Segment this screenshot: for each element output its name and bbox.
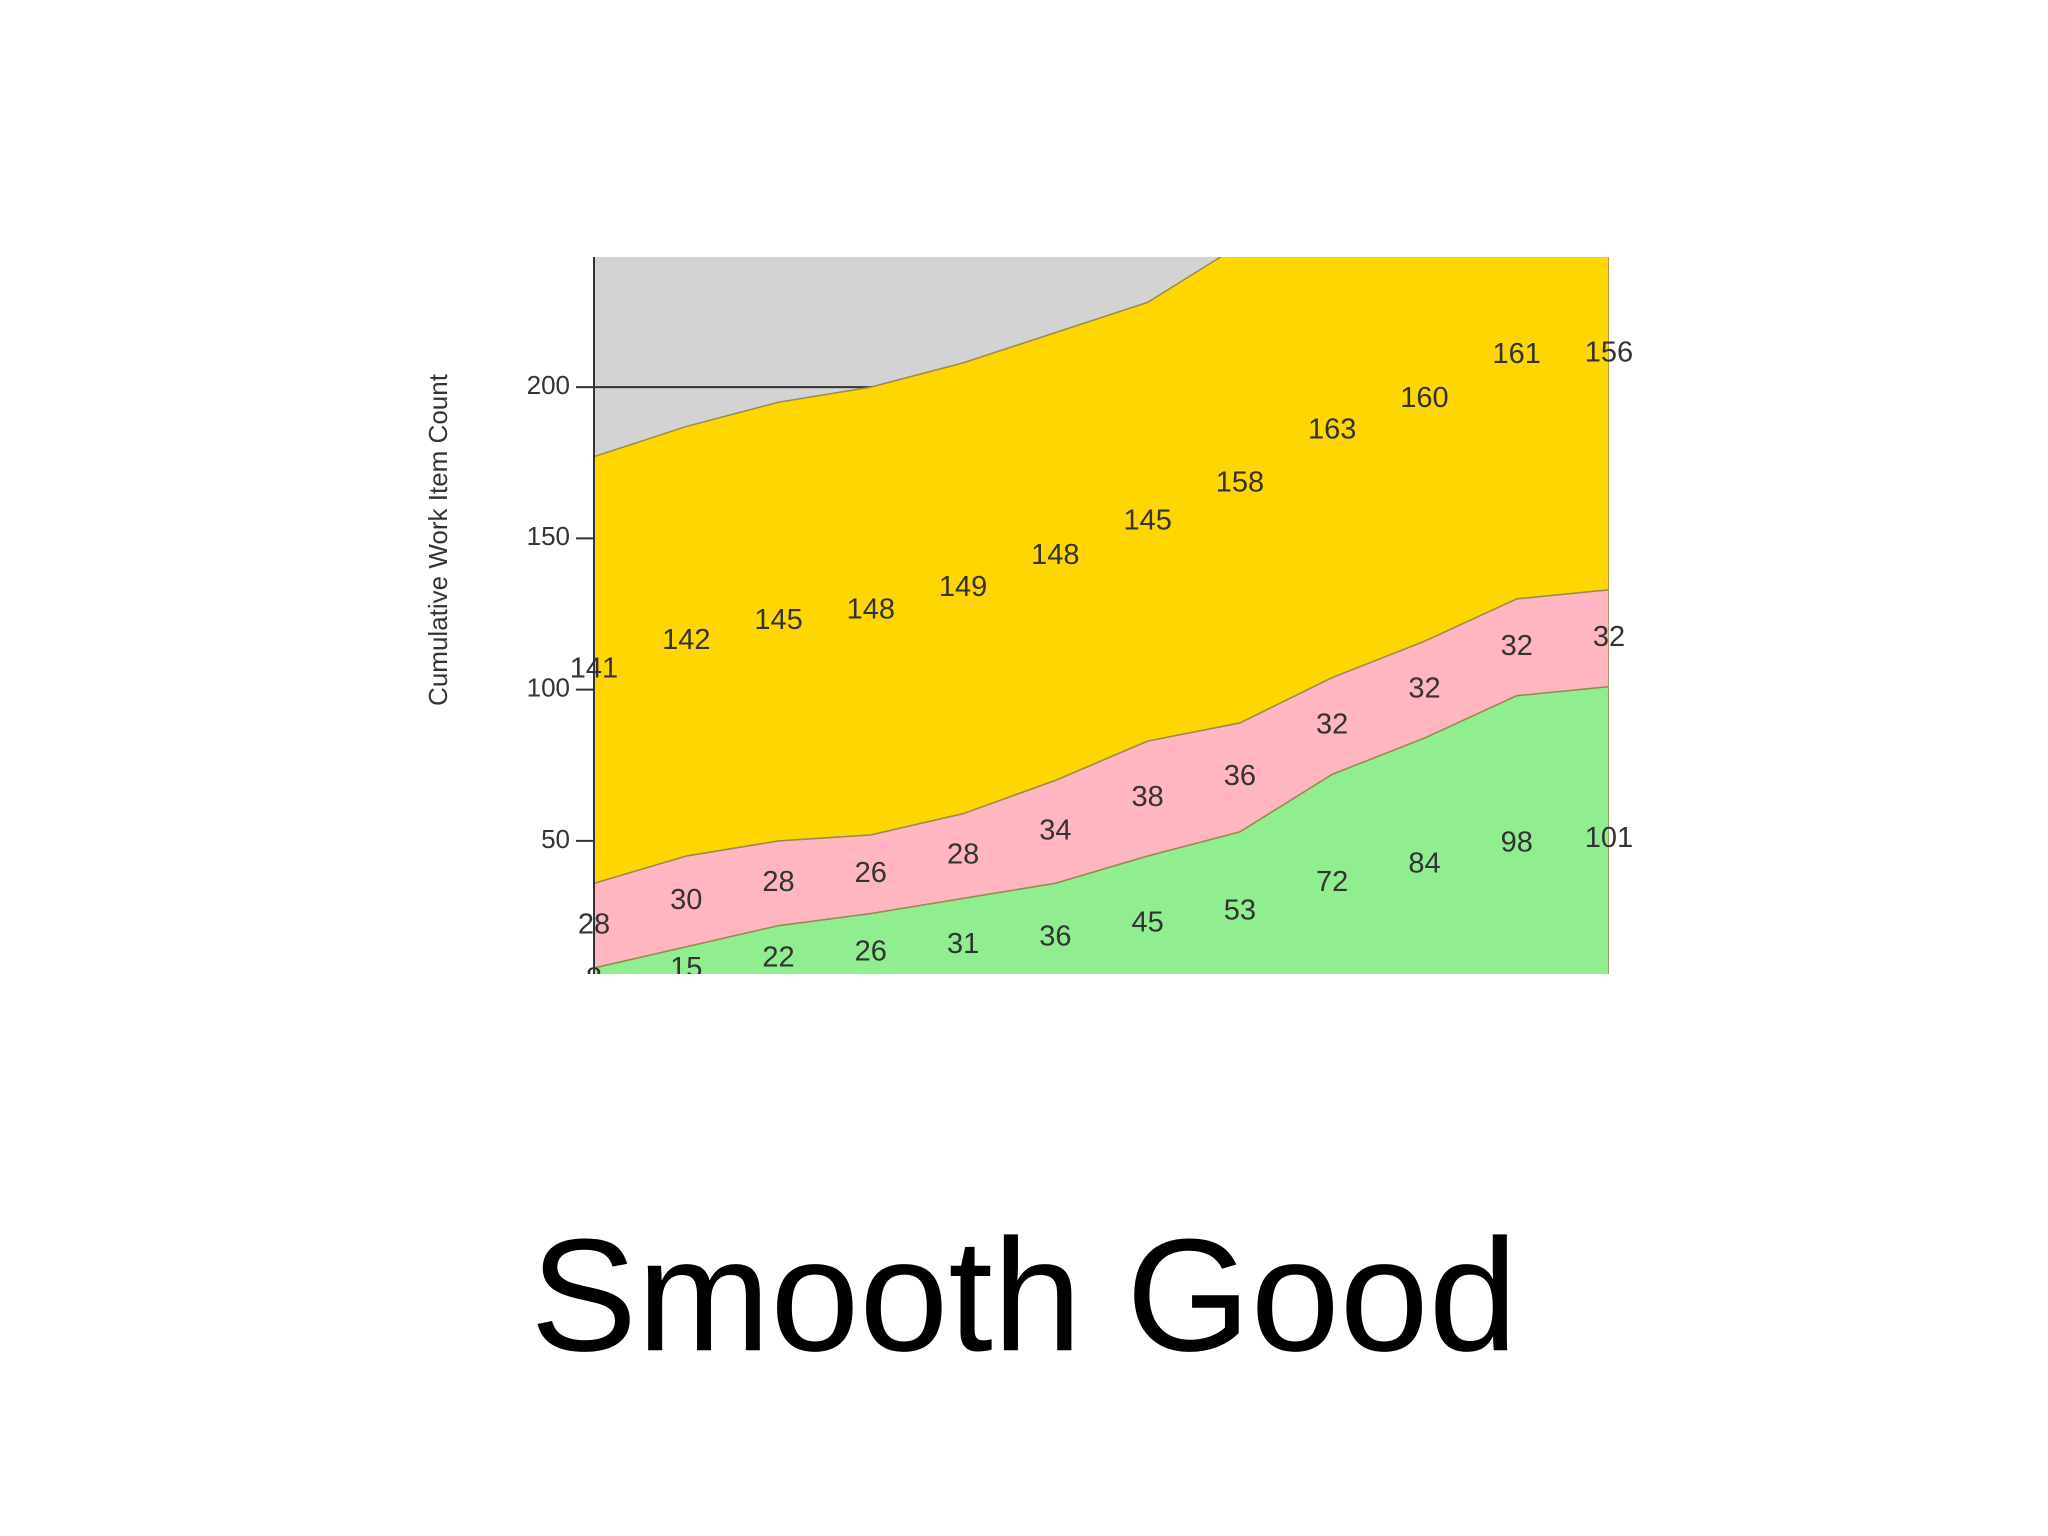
y-axis-label: Cumulative Work Item Count — [423, 373, 453, 706]
value-label: 160 — [1400, 382, 1448, 414]
value-label: 28 — [762, 866, 794, 898]
value-label: 148 — [847, 594, 895, 626]
plot-area — [594, 257, 1609, 974]
value-label: 32 — [1316, 709, 1348, 741]
value-label: 36 — [1224, 760, 1256, 792]
value-label: 45 — [1132, 907, 1164, 939]
value-label: 36 — [1039, 920, 1071, 952]
value-label: 158 — [1216, 467, 1264, 499]
value-label: 32 — [1501, 630, 1533, 662]
value-label: 145 — [754, 604, 802, 636]
value-label: 161 — [1493, 338, 1541, 370]
value-label: 156 — [1585, 336, 1633, 368]
value-label: 28 — [947, 839, 979, 871]
value-label: 15 — [670, 952, 702, 984]
value-label: 32 — [1593, 621, 1625, 653]
y-tick-label: 200 — [527, 370, 570, 400]
value-label: 145 — [1123, 504, 1171, 536]
value-label: 26 — [855, 935, 887, 967]
value-label: 72 — [1316, 866, 1348, 898]
value-label: 163 — [1308, 414, 1356, 446]
y-tick-label: 50 — [541, 824, 570, 854]
value-label: 98 — [1501, 827, 1533, 859]
area — [594, 257, 1609, 885]
y-tick-label: 150 — [527, 521, 570, 551]
y-axis: 50 100 150 200 — [527, 257, 595, 974]
value-label: 149 — [939, 571, 987, 603]
value-label: 26 — [855, 857, 887, 889]
value-label: 142 — [662, 624, 710, 656]
value-label: 31 — [947, 928, 979, 960]
value-label: 22 — [762, 942, 794, 974]
value-label: 148 — [1031, 539, 1079, 571]
value-label: 34 — [1039, 814, 1071, 846]
value-label: 38 — [1132, 781, 1164, 813]
value-label: 30 — [670, 884, 702, 916]
y-tick-label: 100 — [527, 672, 570, 702]
value-label: 84 — [1408, 848, 1440, 880]
value-label: 32 — [1408, 672, 1440, 704]
value-label: 53 — [1224, 895, 1256, 927]
value-label: 101 — [1585, 822, 1633, 854]
slide-title: Smooth Good — [530, 1205, 1517, 1384]
